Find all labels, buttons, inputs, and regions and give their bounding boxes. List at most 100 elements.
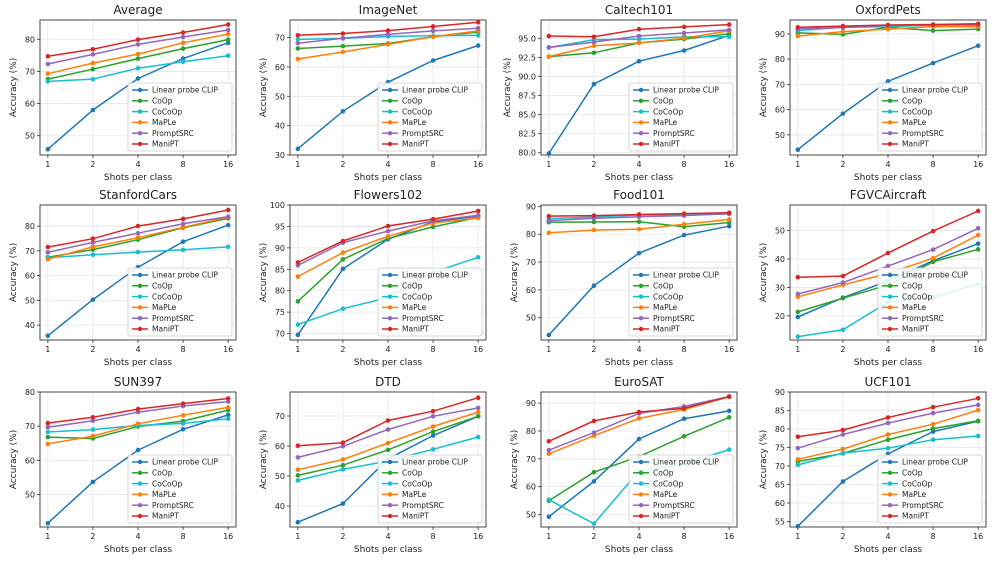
data-point-linear-probe-clip [795,523,801,529]
data-point-linear-probe-clip [45,333,51,339]
x-tick-label: 4 [885,160,890,169]
subplot-title: Flowers102 [354,188,423,202]
legend-marker [137,513,143,519]
legend-marker [887,503,893,508]
data-point-linear-probe-clip [726,408,732,414]
legend-label: CoOp [402,97,423,106]
data-point-coop [340,43,346,49]
legend-label: Linear probe CLIP [902,458,968,467]
data-point-promptsrc [135,42,141,47]
subplot-title: ImageNet [359,3,418,17]
data-point-maple [840,29,846,34]
data-point-linear-probe-clip [975,43,981,49]
data-point-cocoop [340,467,346,472]
legend-marker [638,316,644,321]
legend-marker [387,131,393,136]
data-point-linear-probe-clip [546,151,552,156]
legend-label: CoOp [152,97,173,106]
y-tick-label: 80 [275,287,285,296]
data-point-coop [681,433,687,439]
y-axis-label: Accuracy (%) [510,243,520,303]
subplot-dtd: DTD 1 2 4 8 16 Shots per class 40 50 60 70 Accuracy… [259,375,487,555]
legend-marker [887,326,893,332]
legend-label: MaPLe [653,303,678,312]
legend-label: MaPLe [152,118,177,127]
legend-marker [887,283,893,288]
x-tick-label: 8 [431,345,436,354]
data-point-cocoop [475,434,481,440]
legend-marker [137,98,143,104]
y-tick-label: 30 [775,283,785,292]
legend-marker [137,470,143,475]
y-axis-label: Accuracy (%) [9,430,19,490]
data-point-manipt [636,212,642,217]
data-point-maple [385,440,391,446]
x-tick-label: 16 [473,532,483,541]
legend-marker [638,98,644,104]
legend-label: CoCoOp [402,292,433,301]
legend-label: MaPLe [152,490,177,499]
data-point-manipt [795,434,801,440]
legend-marker [887,513,893,519]
legend-label: CoOp [653,97,674,106]
y-tick-label: 85 [275,265,285,274]
data-point-coop [90,66,96,72]
legend-marker [137,326,143,332]
data-point-manipt [726,22,732,27]
legend-label: ManiPT [402,140,429,149]
data-point-linear-probe-clip [90,107,96,113]
y-tick-label: 95 [275,222,285,231]
x-tick-label: 4 [135,160,140,169]
y-tick-label: 90 [526,399,536,408]
data-point-linear-probe-clip [636,58,642,64]
data-point-cocoop [135,65,141,71]
data-point-manipt [475,395,481,401]
data-point-cocoop [475,32,481,38]
data-point-maple [975,232,981,238]
data-point-linear-probe-clip [885,79,891,84]
data-point-promptsrc [475,405,481,411]
data-point-coop [591,219,597,225]
data-point-manipt [885,22,891,28]
data-point-promptsrc [90,52,96,57]
data-point-manipt [885,250,891,256]
legend-label: MaPLe [402,303,427,312]
data-point-promptsrc [546,45,552,50]
data-point-maple [840,446,846,452]
legend-marker [137,481,143,486]
data-point-manipt [591,418,597,424]
y-tick-label: 80 [526,427,536,436]
legend-label: MaPLe [902,490,927,499]
data-point-promptsrc [591,430,597,435]
legend-label: PromptSRC [653,501,695,510]
data-point-maple [135,421,141,427]
data-point-coop [295,299,301,304]
data-point-promptsrc [45,250,51,255]
x-axis-label: Shots per class [854,545,922,555]
y-tick-label: 90 [775,30,785,39]
data-point-maple [45,256,51,262]
data-point-manipt [885,415,891,420]
data-point-manipt [591,34,597,40]
legend-marker [887,87,893,93]
data-point-maple [546,451,552,457]
legend-marker [887,470,893,475]
data-point-promptsrc [385,427,391,432]
legend-label: CoCoOp [152,292,183,301]
data-point-linear-probe-clip [225,222,231,228]
data-point-coop [930,259,936,265]
data-point-manipt [225,396,231,401]
data-point-linear-probe-clip [180,56,186,61]
legend-label: ManiPT [402,325,429,334]
data-point-cocoop [295,322,301,327]
data-point-promptsrc [885,263,891,269]
x-axis-label: Shots per class [104,173,172,183]
legend-label: PromptSRC [902,501,944,510]
data-point-linear-probe-clip [430,58,436,63]
data-point-coop [591,469,597,475]
legend-label: Linear probe CLIP [653,458,719,467]
x-axis-label: Shots per class [354,545,422,555]
x-tick-label: 4 [636,345,641,354]
